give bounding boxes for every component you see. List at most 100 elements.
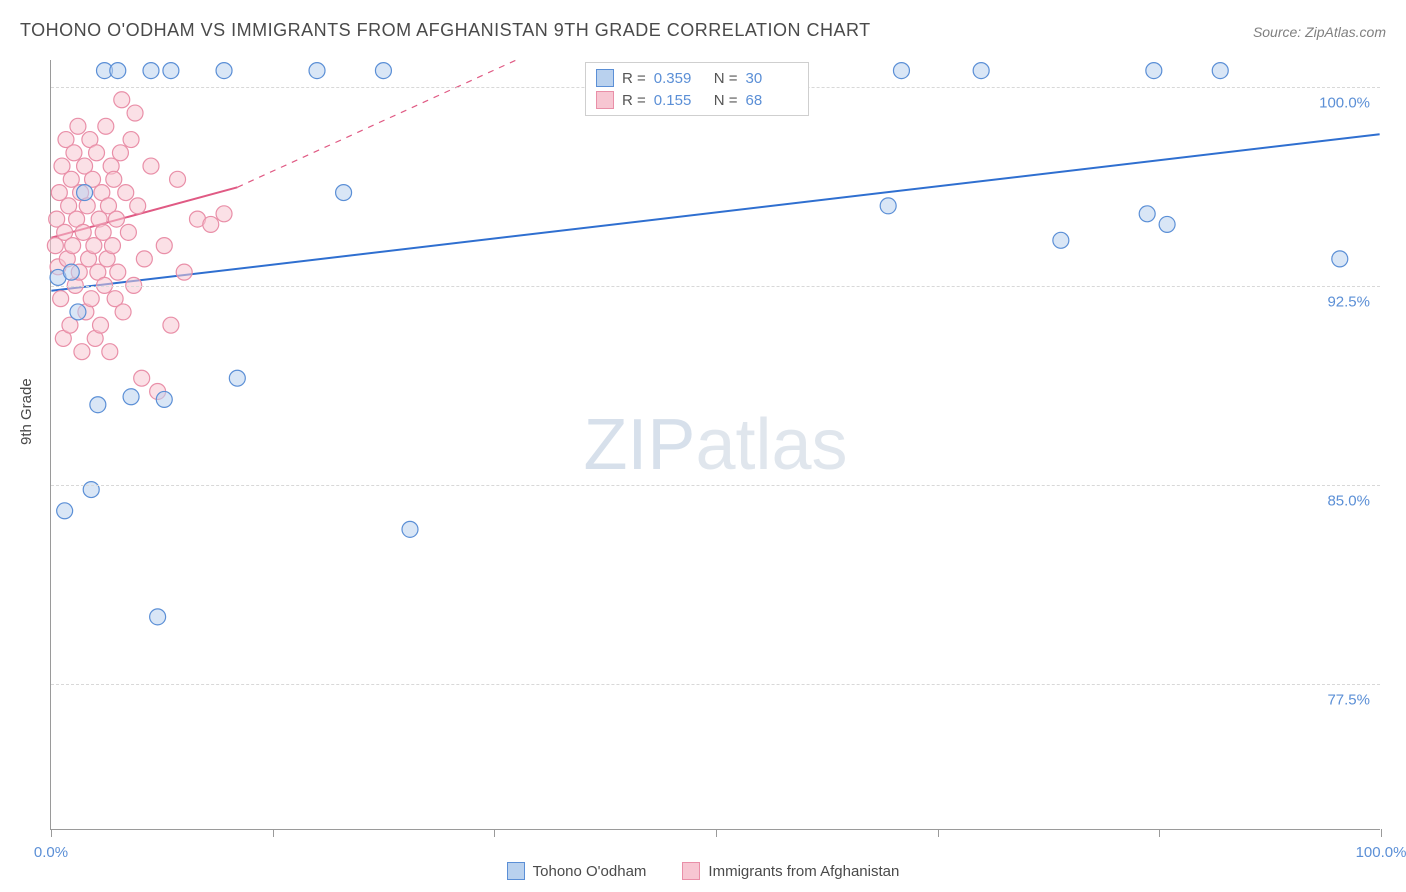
legend-swatch [596, 91, 614, 109]
data-point [156, 238, 172, 254]
data-point [880, 198, 896, 214]
data-point [1146, 63, 1162, 79]
data-point [163, 317, 179, 333]
n-value: 68 [746, 92, 798, 109]
data-point [156, 391, 172, 407]
chart-title: TOHONO O'ODHAM VS IMMIGRANTS FROM AFGHAN… [20, 20, 871, 41]
data-point [130, 198, 146, 214]
data-point [170, 171, 186, 187]
data-point [216, 63, 232, 79]
data-point [1332, 251, 1348, 267]
data-point [1139, 206, 1155, 222]
source-name: ZipAtlas.com [1305, 24, 1386, 40]
y-axis-title: 9th Grade [18, 378, 35, 445]
data-point [66, 145, 82, 161]
data-point [110, 63, 126, 79]
source-attribution: Source: ZipAtlas.com [1253, 24, 1386, 40]
data-point [229, 370, 245, 386]
data-point [143, 158, 159, 174]
data-point [63, 264, 79, 280]
x-tick [51, 829, 52, 837]
legend-item: Tohono O'odham [507, 862, 647, 880]
legend-swatch [596, 69, 614, 87]
data-point [70, 304, 86, 320]
x-tick [716, 829, 717, 837]
legend-row: R = 0.155 N = 68 [596, 89, 798, 111]
trend-line-dashed [237, 60, 516, 187]
data-point [309, 63, 325, 79]
data-point [143, 63, 159, 79]
data-point [83, 291, 99, 307]
legend-swatch [507, 862, 525, 880]
data-point [115, 304, 131, 320]
x-tick-label: 100.0% [1356, 844, 1406, 861]
data-point [336, 185, 352, 201]
data-point [1212, 63, 1228, 79]
data-point [203, 216, 219, 232]
data-point [112, 145, 128, 161]
x-tick [938, 829, 939, 837]
y-tick-label: 85.0% [1325, 492, 1372, 509]
data-point [1159, 216, 1175, 232]
data-point [1053, 232, 1069, 248]
data-point [93, 317, 109, 333]
data-point [120, 224, 136, 240]
data-point [150, 609, 166, 625]
gridline [51, 286, 1380, 287]
data-point [163, 63, 179, 79]
data-point [123, 132, 139, 148]
data-point [89, 145, 105, 161]
data-point [57, 503, 73, 519]
gridline [51, 485, 1380, 486]
r-value: 0.155 [654, 92, 706, 109]
legend-item: Immigrants from Afghanistan [682, 862, 899, 880]
y-tick-label: 77.5% [1325, 691, 1372, 708]
x-tick [494, 829, 495, 837]
data-point [77, 185, 93, 201]
series-legend: Tohono O'odham Immigrants from Afghanista… [0, 862, 1406, 884]
source-label: Source: [1253, 24, 1305, 40]
data-point [104, 238, 120, 254]
data-point [973, 63, 989, 79]
data-point [176, 264, 192, 280]
x-tick [1381, 829, 1382, 837]
data-point [75, 224, 91, 240]
r-label: R = [622, 70, 646, 87]
data-point [118, 185, 134, 201]
data-point [74, 344, 90, 360]
correlation-legend: R = 0.359 N = 30 R = 0.155 N = 68 [585, 62, 809, 116]
x-tick-label: 0.0% [34, 844, 68, 861]
r-value: 0.359 [654, 70, 706, 87]
data-point [108, 211, 124, 227]
plot-area: ZIPatlas 77.5%85.0%92.5%100.0%0.0%100.0% [50, 60, 1380, 830]
n-label: N = [714, 70, 738, 87]
y-tick-label: 92.5% [1325, 293, 1372, 310]
data-point [127, 105, 143, 121]
legend-row: R = 0.359 N = 30 [596, 67, 798, 89]
data-point [136, 251, 152, 267]
data-point [216, 206, 232, 222]
data-point [90, 397, 106, 413]
data-point [114, 92, 130, 108]
data-point [375, 63, 391, 79]
scatter-svg [51, 60, 1380, 829]
data-point [65, 238, 81, 254]
data-point [123, 389, 139, 405]
data-point [402, 521, 418, 537]
legend-label: Tohono O'odham [533, 863, 647, 880]
n-value: 30 [746, 70, 798, 87]
legend-label: Immigrants from Afghanistan [708, 863, 899, 880]
data-point [98, 118, 114, 134]
data-point [110, 264, 126, 280]
legend-swatch [682, 862, 700, 880]
r-label: R = [622, 92, 646, 109]
n-label: N = [714, 92, 738, 109]
gridline [51, 684, 1380, 685]
data-point [134, 370, 150, 386]
data-point [53, 291, 69, 307]
y-tick-label: 100.0% [1317, 94, 1372, 111]
data-point [106, 171, 122, 187]
trend-line [51, 134, 1379, 290]
x-tick [273, 829, 274, 837]
x-tick [1159, 829, 1160, 837]
